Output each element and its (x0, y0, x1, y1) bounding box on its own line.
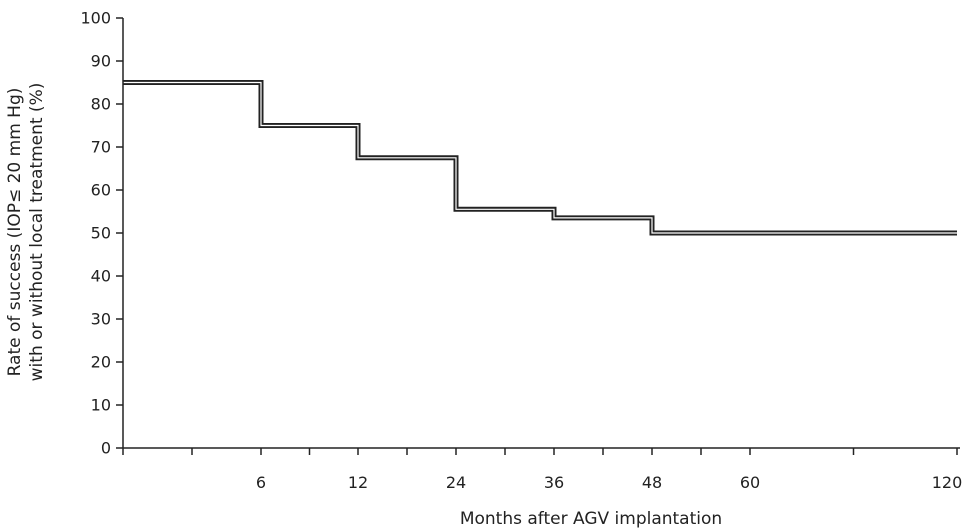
y-tick-label: 10 (91, 396, 111, 415)
y-tick-label: 100 (80, 9, 111, 28)
x-tick-label: 60 (740, 473, 760, 492)
y-tick-label: 90 (91, 52, 111, 71)
x-tick-label: 12 (348, 473, 368, 492)
x-axis-ticks: 6 12 24 36 48 60 120 (122, 448, 963, 492)
series-group (123, 80, 957, 236)
y-tick-label: 60 (91, 181, 111, 200)
y-tick-label: 40 (91, 267, 111, 286)
y-tick-label: 50 (91, 224, 111, 243)
y-tick-label: 80 (91, 95, 111, 114)
x-tick-label: 24 (446, 473, 466, 492)
y-axis-title-line-1: Rate of success (IOP≤ 20 mm Hg) (5, 88, 25, 377)
y-tick-label: 20 (91, 353, 111, 372)
x-tick-label: 48 (642, 473, 662, 492)
x-tick-label: 36 (544, 473, 564, 492)
y-tick-label: 70 (91, 138, 111, 157)
y-axis-ticks: 0 10 20 30 40 50 60 70 80 90 100 (80, 9, 123, 458)
x-tick-label: 6 (256, 473, 266, 492)
y-axis-title-line-2: with or without local treatment (%) (27, 83, 47, 382)
x-tick-label: 120 (932, 473, 963, 492)
y-tick-label: 30 (91, 310, 111, 329)
series-step-line-outer (123, 80, 957, 236)
x-axis-title: Months after AGV implantation (460, 509, 722, 529)
series-step-line-inner (123, 81, 957, 234)
y-tick-label: 0 (101, 439, 111, 458)
